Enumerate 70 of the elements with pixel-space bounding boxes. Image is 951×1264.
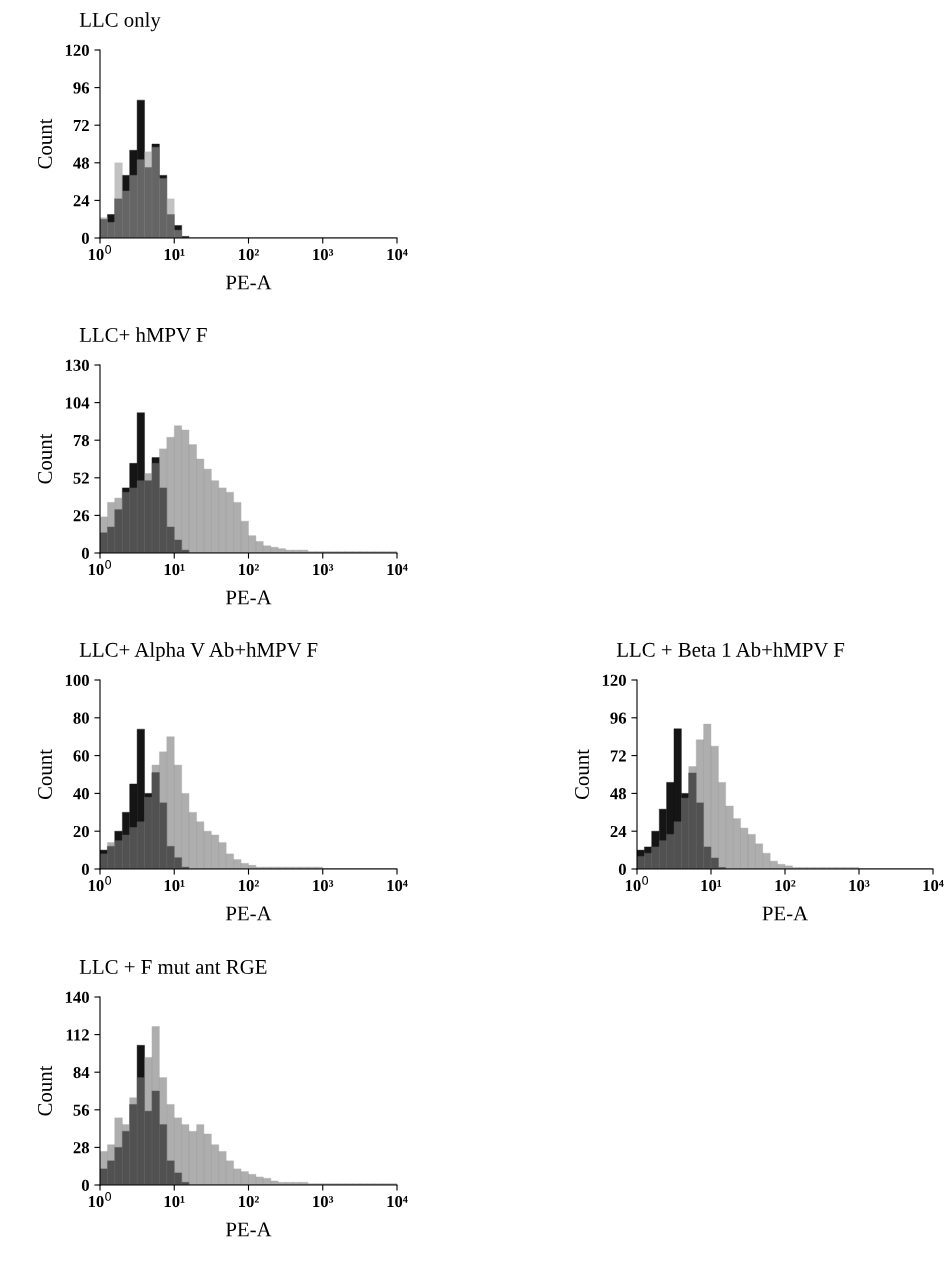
x-tick-label: 10¹ [164,1195,185,1208]
y-axis-title: Count [38,118,53,169]
y-tick-label: 48 [73,157,90,169]
x-tick-label: 10⁴ [923,879,944,892]
y-tick-label: 140 [65,991,89,1003]
y-axis-title: Count [38,1065,53,1116]
chart-title: LLC+ Alpha V Ab+hMPV F [79,642,318,662]
x-tick-label: 10² [775,879,796,892]
y-tick-label: 72 [73,119,89,131]
x-tick-label: 10$^{0}$ [88,245,112,261]
x-tick-label: 10⁴ [387,248,408,261]
chart-title: LLC + F mut ant RGE [79,959,267,974]
y-tick-label: 72 [610,750,626,762]
chart-title: LLC + Beta 1 Ab+hMPV F [616,642,845,657]
x-tick-label: 10² [239,248,259,261]
y-tick-label: 80 [73,712,89,724]
y-tick-label: 112 [66,1029,89,1041]
y-tick-label: 24 [610,825,627,837]
y-tick-label: 120 [65,44,89,56]
x-tick-label: 10³ [849,879,870,892]
y-tick-label: 78 [73,434,90,447]
y-tick-label: 24 [73,195,90,207]
x-tick-label: 10⁴ [387,879,408,892]
y-tick-label: 52 [73,472,89,484]
x-tick-label: 10¹ [164,879,185,892]
y-tick-label: 96 [610,712,627,724]
x-axis-title: PE-A [762,906,808,921]
y-axis-title: Count [575,749,590,800]
x-tick-label: 10² [239,879,259,892]
y-axis-title: Count [38,433,53,484]
y-tick-label: 0 [81,1179,89,1191]
y-tick-label: 96 [73,82,90,94]
x-axis-title: PE-A [225,1222,272,1237]
y-tick-label: 60 [73,750,89,762]
x-tick-label: 10³ [313,563,334,576]
x-tick-label: 10$^{0}$ [88,876,112,892]
x-axis-title: PE-A [225,275,272,290]
y-axis-title: Count [38,749,53,800]
x-tick-label: 10⁴ [387,563,408,576]
y-tick-label: 26 [73,510,90,522]
y-tick-label: 56 [73,1104,90,1116]
x-tick-label: 10$^{0}$ [625,876,649,892]
x-tick-label: 10² [239,563,259,576]
y-tick-label: 40 [73,788,89,800]
x-tick-label: 10³ [313,1195,334,1208]
y-tick-label: 130 [65,359,89,371]
y-tick-label: 100 [65,674,89,686]
x-tick-label: 10³ [313,879,334,892]
x-tick-label: 10¹ [701,879,722,892]
x-axis-title: PE-A [225,590,272,605]
x-tick-label: 10¹ [164,563,185,576]
x-axis-title: PE-A [225,906,272,921]
y-tick-label: 0 [81,232,89,244]
y-tick-label: 0 [81,547,89,559]
x-tick-label: 10⁴ [387,1195,408,1208]
y-tick-label: 0 [81,863,89,875]
y-tick-label: 0 [618,863,626,875]
chart-title: LLC only [79,12,161,32]
x-tick-label: 10$^{0}$ [88,560,112,576]
x-tick-label: 10³ [313,248,334,261]
y-tick-label: 28 [73,1142,90,1154]
y-tick-label: 104 [65,397,90,409]
y-tick-label: 48 [610,788,627,800]
x-tick-label: 10¹ [164,248,185,261]
chart-title: LLC+ hMPV F [79,327,207,343]
x-tick-label: 10² [239,1195,259,1208]
y-tick-label: 84 [73,1066,90,1079]
y-tick-label: 20 [73,825,89,838]
x-tick-label: 10$^{0}$ [88,1192,112,1208]
y-tick-label: 120 [602,674,626,686]
